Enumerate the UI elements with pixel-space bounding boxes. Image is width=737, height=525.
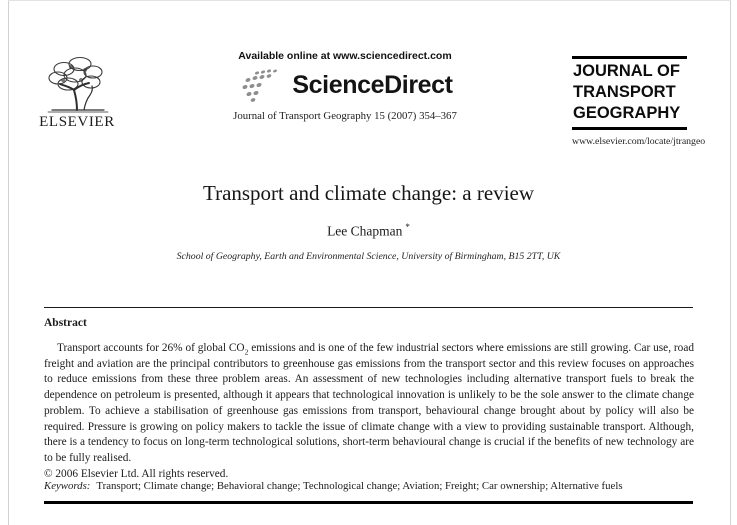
co2-subscript: 2 xyxy=(244,347,249,357)
page-edge-line-right xyxy=(730,0,731,525)
journal-name-line2: TRANSPORT xyxy=(573,83,676,101)
elsevier-wordmark: ELSEVIER xyxy=(39,114,115,130)
abstract-text-part2: emissions and is one of the few industri… xyxy=(44,342,694,464)
journal-name-line1: JOURNAL OF xyxy=(573,62,680,80)
sciencedirect-dots-icon xyxy=(242,69,278,102)
abstract-text-part1: Transport accounts for 26% of global CO xyxy=(57,342,245,354)
keywords-label: Keywords: xyxy=(44,480,91,492)
author-footnote-symbol: * xyxy=(405,222,410,232)
sciencedirect-logo: ScienceDirect xyxy=(205,66,485,104)
journal-url: www.elsevier.com/locate/jtrangeo xyxy=(572,136,706,147)
journal-citation: Journal of Transport Geography 15 (2007)… xyxy=(233,110,457,122)
author-line: Lee Chapman * xyxy=(0,222,737,240)
page-edge-line-top xyxy=(8,0,731,1)
abstract-body: Transport accounts for 26% of global CO2… xyxy=(44,341,694,482)
abstract-heading: Abstract xyxy=(44,317,87,329)
journal-name-line3: GEOGRAPHY xyxy=(573,104,681,122)
abstract-top-rule xyxy=(44,307,693,308)
elsevier-tree-icon xyxy=(47,56,109,113)
journal-name-box: JOURNAL OF TRANSPORT GEOGRAPHY www.elsev… xyxy=(572,56,706,147)
journal-box-rule-top xyxy=(572,56,687,59)
page-edge-line-left xyxy=(8,0,9,525)
article-title: Transport and climate change: a review xyxy=(202,181,535,205)
abstract-paragraph: Transport accounts for 26% of global CO2… xyxy=(44,341,694,467)
keywords-line: Keywords: Transport; Climate change; Beha… xyxy=(44,480,694,492)
keywords-text: Transport; Climate change; Behavioral ch… xyxy=(96,480,623,492)
journal-box-rule-bottom xyxy=(572,127,687,130)
author-name: Lee Chapman xyxy=(327,223,403,239)
abstract-bottom-rule xyxy=(44,501,693,504)
sciencedirect-block: Available online at www.sciencedirect.co… xyxy=(205,50,485,122)
copyright-line: © 2006 Elsevier Ltd. All rights reserved… xyxy=(44,467,229,480)
elsevier-logo: ELSEVIER xyxy=(36,53,118,131)
available-online-text: Available online at www.sciencedirect.co… xyxy=(238,50,452,62)
sciencedirect-wordmark: ScienceDirect xyxy=(292,70,453,99)
author-affiliation: School of Geography, Earth and Environme… xyxy=(176,251,561,262)
